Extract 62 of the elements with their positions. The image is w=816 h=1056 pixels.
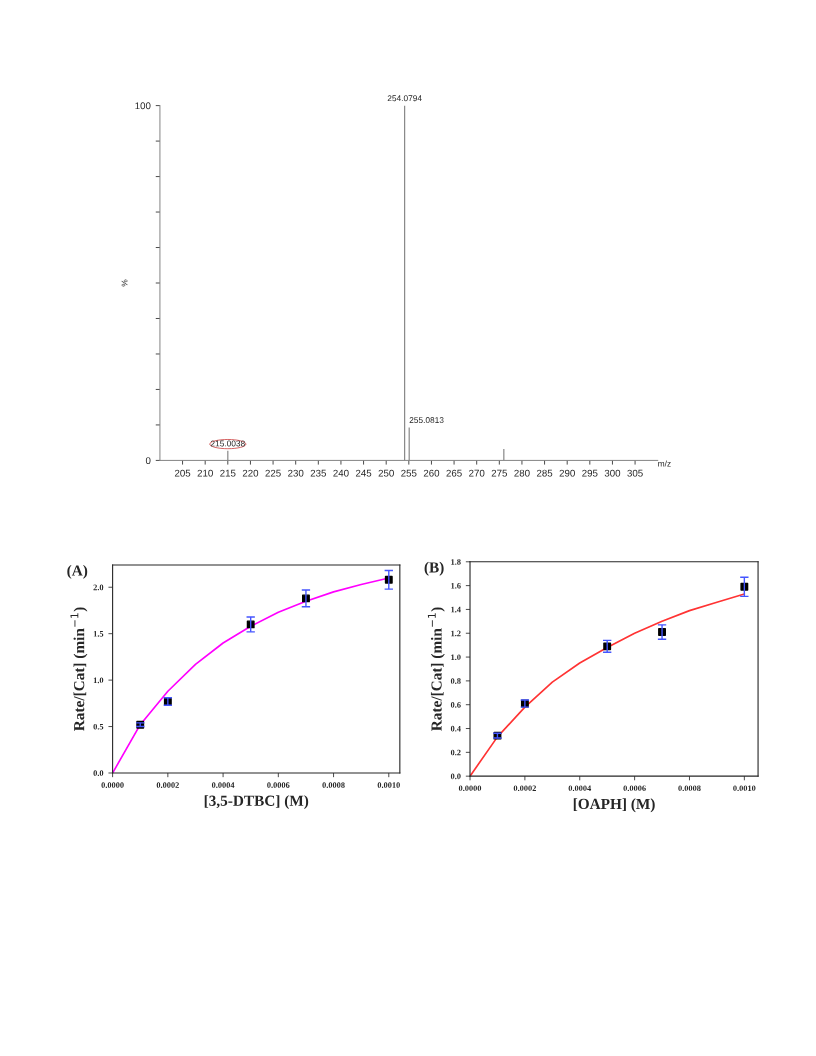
x-tick-label: 260	[423, 469, 440, 477]
y-tick-label: 1.8	[451, 559, 461, 565]
y-tick-label: 1.0	[93, 677, 104, 684]
x-tick-label: 235	[310, 469, 327, 477]
y-tick-label: 1.0	[451, 654, 461, 661]
y-axis-title: Rate/[Cat] (min$^{−1}$)	[70, 607, 88, 731]
x-tick-label: 0.0010	[733, 785, 756, 792]
x-tick-label: 270	[469, 469, 485, 477]
x-tick-label: 275	[491, 469, 508, 477]
y-tick-label: 1.2	[451, 630, 461, 637]
x-tick-label: 290	[559, 469, 575, 477]
annotation: 255.0813	[409, 417, 444, 423]
y-tick-label: 1.6	[451, 582, 461, 589]
x-axis-title: m/z	[658, 460, 671, 467]
y-tick-label: 100	[135, 102, 151, 110]
y-tick-label: 1.4	[451, 606, 461, 613]
y-tick-label: 0.0	[93, 770, 104, 776]
x-tick-label: 0.0004	[568, 785, 592, 792]
x-tick-label: 0.0008	[678, 785, 701, 792]
y-tick-label: 0.0	[450, 773, 461, 780]
x-tick-label: 0.0004	[211, 782, 235, 788]
x-tick-label: 295	[582, 469, 598, 477]
y-tick-label: 1.5	[93, 631, 104, 637]
line-series	[470, 593, 746, 777]
x-tick-label: 225	[265, 469, 281, 477]
y-tick-label: 0.5	[93, 723, 104, 730]
x-tick-label: 265	[446, 469, 462, 477]
x-tick-label: 0.0008	[322, 782, 345, 788]
x-tick-label: 245	[355, 469, 372, 477]
x-tick-label: 250	[378, 469, 394, 477]
y-tick-label: 0.2	[450, 749, 461, 756]
x-tick-label: 305	[627, 469, 643, 477]
chart-title: (A)	[67, 564, 88, 579]
x-tick-label: 300	[604, 469, 621, 477]
x-tick-label: 0.0000	[101, 782, 124, 788]
x-tick-label: 255	[401, 469, 417, 477]
y-tick-label: 0.6	[450, 702, 461, 708]
x-tick-label: 230	[288, 469, 304, 477]
x-tick-label: 0.0010	[377, 782, 400, 788]
x-tick-label: 240	[333, 469, 349, 477]
y-tick-label: 0	[145, 457, 151, 465]
annotation: 215.0038	[210, 440, 245, 447]
y-tick-label: 0.8	[450, 678, 461, 684]
x-tick-label: 0.0002	[156, 782, 179, 788]
x-tick-label: 0.0006	[267, 782, 290, 788]
y-axis-title: %	[121, 279, 128, 287]
x-tick-label: 220	[242, 469, 259, 477]
chart-title: (B)	[424, 561, 444, 576]
y-axis-title: Rate/[Cat] (min$^{−1}$)	[427, 607, 445, 731]
x-tick-label: 280	[514, 469, 530, 477]
annotation: 254.0794	[387, 95, 422, 102]
x-axis-title: [OAPH] (M)	[573, 798, 655, 813]
x-tick-label: 215	[220, 469, 236, 477]
x-tick-label: 0.0006	[623, 785, 646, 792]
x-tick-label: 205	[174, 469, 191, 477]
x-tick-label: 0.0002	[513, 785, 536, 792]
y-tick-label: 2.0	[93, 584, 104, 591]
y-tick-label: 0.4	[450, 725, 461, 732]
x-tick-label: 0.0000	[458, 785, 482, 792]
x-axis-title: [3,5-DTBC] (M)	[204, 795, 309, 809]
x-tick-label: 285	[536, 469, 553, 477]
x-tick-label: 210	[197, 469, 213, 477]
